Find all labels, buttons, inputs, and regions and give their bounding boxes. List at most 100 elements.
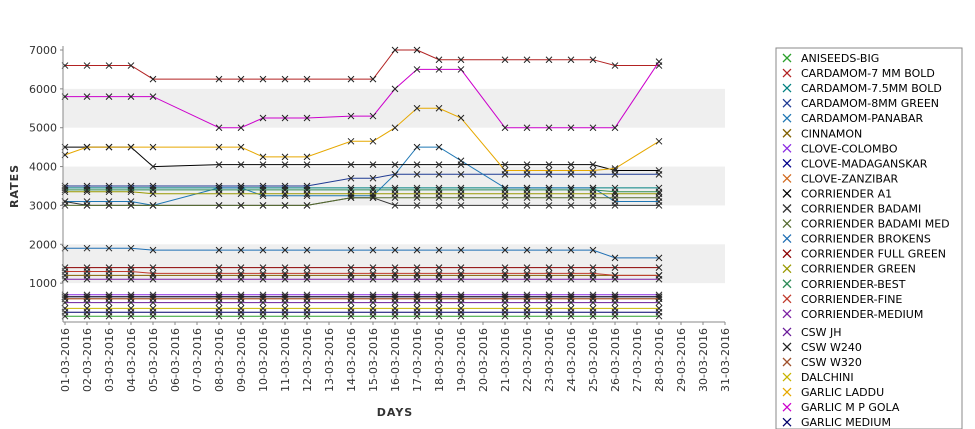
legend-item-label: CSW JH <box>801 326 842 339</box>
series-4 <box>61 170 663 190</box>
legend-marker <box>782 143 792 153</box>
data-point <box>215 308 223 316</box>
data-point <box>545 264 553 271</box>
data-point <box>347 275 355 283</box>
data-point <box>281 202 289 209</box>
legend-item-label: CLOVE-ZANZIBAR <box>801 172 898 185</box>
legend-box <box>775 47 963 429</box>
x-tick-label: 24-03-2016 <box>565 328 578 392</box>
data-point <box>457 308 465 316</box>
series-20 <box>61 293 663 301</box>
data-point <box>435 202 443 209</box>
series-layer <box>61 46 663 320</box>
data-point <box>589 264 597 271</box>
data-point <box>347 308 355 316</box>
x-tick-label: 29-03-2016 <box>675 328 688 392</box>
legend-item-label: CORRIENDER GREEN <box>801 263 916 276</box>
data-point <box>83 244 91 252</box>
data-point <box>149 186 157 194</box>
x-tick-label: 07-03-2016 <box>191 328 204 392</box>
data-point <box>589 56 597 64</box>
data-point <box>413 308 421 316</box>
data-point <box>105 186 113 194</box>
data-point <box>259 153 267 161</box>
data-point <box>149 246 157 254</box>
data-point <box>237 186 245 194</box>
data-point <box>149 270 157 277</box>
data-point <box>303 264 311 271</box>
data-point <box>413 170 421 178</box>
y-axis-ticks: 1000 2000 3000 4000 5000 6000 7000 <box>29 44 63 290</box>
legend-item-label: CARDAMOM-7 MM BOLD <box>801 67 935 80</box>
data-point <box>501 270 509 277</box>
data-point <box>105 275 113 283</box>
data-point <box>523 308 531 316</box>
data-point <box>457 202 465 209</box>
x-tick-label: 10-03-2016 <box>257 328 270 392</box>
data-point <box>149 202 157 209</box>
x-tick-label: 13-03-2016 <box>323 328 336 392</box>
x-tick-label: 23-03-2016 <box>543 328 556 392</box>
data-point <box>545 186 553 194</box>
data-point <box>303 275 311 283</box>
legend-item-label: CLOVE-MADAGANSKAR <box>801 157 928 170</box>
data-point <box>259 308 267 316</box>
data-point <box>105 295 113 303</box>
data-point <box>413 246 421 254</box>
data-point <box>589 124 597 132</box>
series-17 <box>61 268 663 279</box>
x-tick-label: 12-03-2016 <box>301 328 314 392</box>
data-point <box>501 124 509 132</box>
data-point <box>215 275 223 283</box>
legend-marker <box>782 219 792 229</box>
data-point <box>303 75 311 83</box>
data-point <box>83 202 91 209</box>
x-axis-title: DAYS <box>377 406 413 419</box>
data-point <box>501 264 509 271</box>
data-point <box>567 124 575 132</box>
data-point <box>413 295 421 303</box>
series-14 <box>61 264 663 271</box>
data-point <box>567 161 575 168</box>
data-point <box>545 167 553 174</box>
data-point <box>281 295 289 303</box>
data-point <box>523 167 531 174</box>
legend-marker <box>782 68 792 78</box>
data-point <box>611 275 619 283</box>
legend-marker <box>782 342 792 352</box>
data-point <box>127 202 135 209</box>
data-point <box>281 308 289 316</box>
data-point <box>347 270 355 277</box>
data-point <box>215 246 223 254</box>
data-point <box>413 143 421 151</box>
legend-marker <box>782 113 792 123</box>
data-point <box>435 270 443 277</box>
series-18 <box>61 275 663 283</box>
data-point <box>567 246 575 254</box>
data-point <box>215 143 223 151</box>
y-tick-label: 2000 <box>29 238 57 251</box>
y-tick-label: 6000 <box>29 83 57 96</box>
data-point <box>303 270 311 277</box>
data-point <box>413 186 421 194</box>
data-point <box>413 264 421 271</box>
x-tick-label: 05-03-2016 <box>147 328 160 392</box>
data-point <box>347 264 355 271</box>
data-point <box>611 62 619 69</box>
data-point <box>303 295 311 303</box>
data-point <box>611 264 619 271</box>
data-point <box>567 308 575 316</box>
data-point <box>589 186 597 194</box>
data-point <box>347 295 355 303</box>
data-point <box>237 308 245 316</box>
data-point <box>215 270 223 277</box>
data-point <box>501 56 509 64</box>
data-point <box>215 186 223 194</box>
data-point <box>655 275 663 283</box>
x-tick-label: 02-03-2016 <box>81 328 94 392</box>
data-point <box>105 244 113 252</box>
legend-marker <box>782 327 792 337</box>
x-tick-label: 22-03-2016 <box>521 328 534 392</box>
data-point <box>127 186 135 194</box>
data-point <box>369 112 377 120</box>
